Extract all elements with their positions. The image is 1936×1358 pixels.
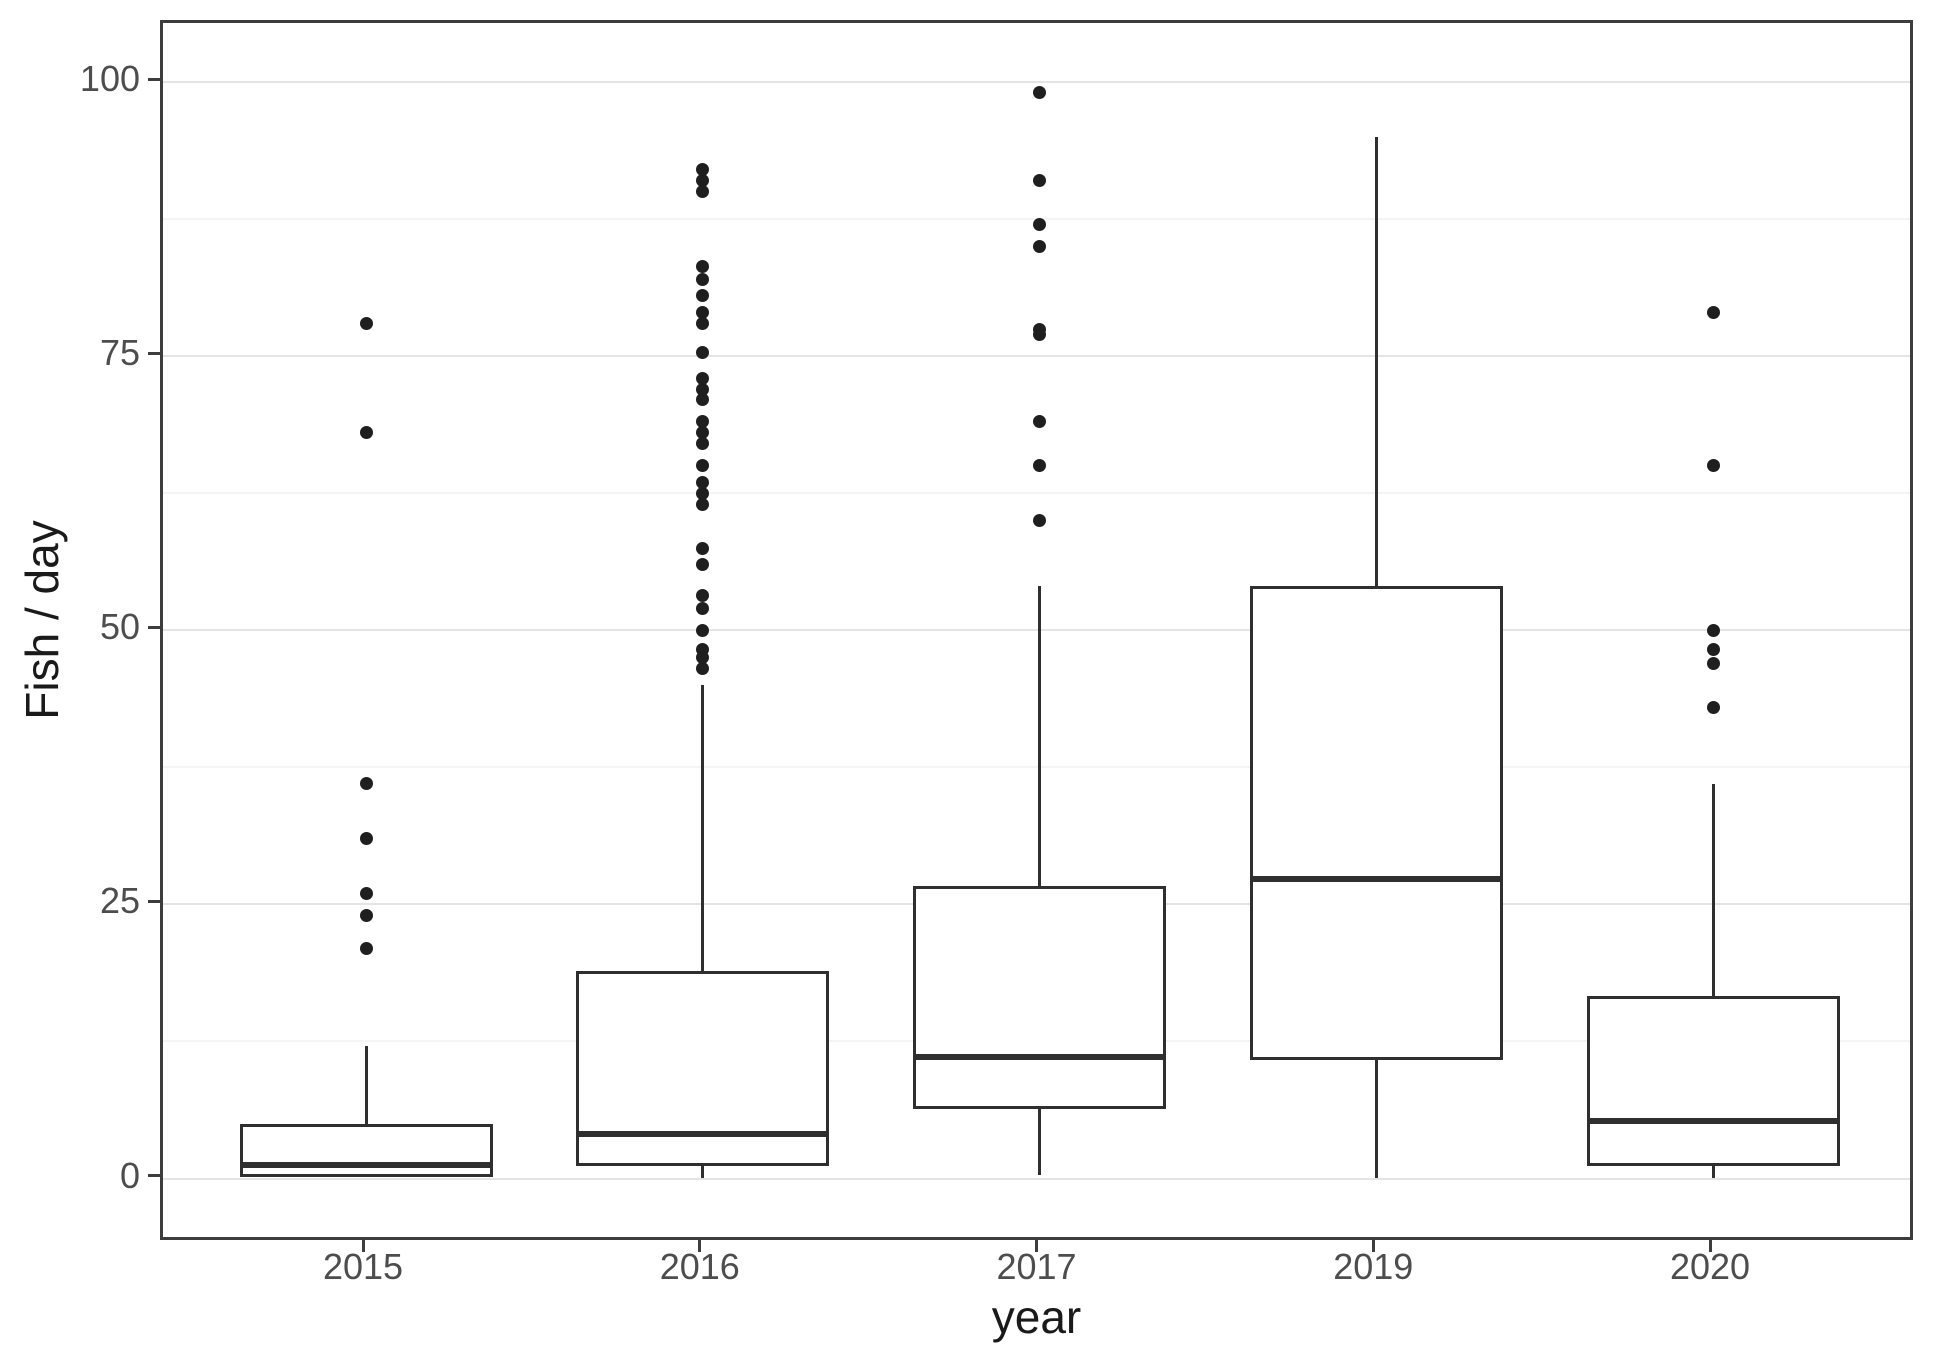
outlier-dot [696,475,710,489]
outlier-dot [359,886,373,900]
gridline-minor [163,766,1910,769]
outlier-dot [696,623,710,637]
y-tick-label: 25 [99,880,140,922]
outlier-dot [696,541,710,555]
gridline-major [163,355,1910,358]
outlier-dot [696,588,710,602]
median-line [239,1162,493,1169]
x-axis-title: year [991,1291,1082,1343]
whisker-upper [1711,783,1715,997]
outlier-dot [1033,459,1046,473]
outlier-dot [1706,305,1720,319]
outlier-dot [696,382,710,396]
x-tick-mark [698,1240,702,1252]
outlier-dot [696,185,710,199]
outlier-dot [696,497,710,511]
boxplot-box-2019 [1249,586,1503,1061]
boxplot-box-2015 [239,1123,493,1178]
outlier-dot [1033,514,1046,528]
y-tick-label: 100 [79,58,140,99]
outlier-dot [1706,623,1720,637]
outlier-dot [696,662,710,676]
outlier-dot [1033,323,1046,337]
outlier-dot [359,426,373,440]
x-tick-mark [1371,1240,1375,1252]
boxplot-box-2016 [576,971,830,1167]
gridline-major [163,81,1910,83]
outlier-dot [1706,459,1720,473]
outlier-dot [696,643,710,657]
x-tick-label: 2017 [996,1246,1077,1287]
y-tick-mark [148,1174,160,1177]
median-line [1586,1118,1840,1125]
plot-panel [160,20,1913,1240]
outlier-dot [696,459,710,473]
outlier-dot [696,305,710,319]
gridline-major [163,1177,1910,1180]
whisker-upper [1038,586,1041,886]
whisker-upper [1374,136,1378,587]
median-line [1249,876,1503,883]
median-line [913,1053,1166,1060]
whisker-upper [701,685,705,972]
gridline-minor [163,492,1910,495]
outlier-dot [1706,643,1720,657]
outlier-dot [359,941,373,955]
x-tick-mark [1708,1240,1712,1252]
outlier-dot [696,174,710,188]
boxplot-box-2020 [1586,996,1840,1167]
outlier-dot [696,371,710,385]
outlier-dot [696,259,710,273]
x-tick-mark [1035,1240,1038,1252]
x-tick-label: 2020 [1669,1246,1751,1287]
whisker-lower [1374,1060,1378,1179]
outlier-dot [696,289,710,303]
whisker-lower [701,1166,705,1179]
y-tick-mark [148,625,160,629]
outlier-dot [359,316,373,330]
y-tick-mark [148,77,160,81]
x-tick-label: 2016 [659,1246,740,1287]
outlier-dot [359,832,373,846]
outlier-dot [696,346,710,360]
outlier-dot [1033,174,1046,188]
y-tick-mark [148,351,160,355]
outlier-dot [1706,700,1720,714]
outlier-dot [696,272,710,286]
outlier-dot [1033,86,1046,100]
boxplot-box-2017 [913,885,1166,1110]
outlier-dot [696,426,710,440]
whisker-upper [364,1045,368,1124]
outlier-dot [696,601,710,615]
outlier-dot [359,908,373,922]
outlier-dot [696,486,710,500]
outlier-dot [1033,218,1046,232]
median-line [576,1130,830,1137]
outlier-dot [359,777,373,791]
outlier-dot [696,415,710,429]
x-tick-label: 2015 [322,1246,404,1287]
y-tick-label: 75 [99,332,140,374]
whisker-lower [1038,1109,1041,1176]
outlier-dot [696,163,710,177]
x-tick-mark [361,1240,365,1252]
outlier-dot [696,437,710,451]
y-tick-label: 0 [119,1154,140,1196]
y-tick-mark [148,899,160,903]
outlier-dot [696,316,710,330]
outlier-dot [696,557,710,571]
x-tick-label: 2019 [1333,1246,1414,1287]
outlier-dot [1033,239,1046,253]
outlier-dot [696,393,710,407]
outlier-dot [1706,656,1720,670]
y-tick-label: 50 [99,606,140,648]
outlier-dot [1033,415,1046,429]
whisker-lower [1711,1166,1715,1179]
gridline-major [163,629,1910,632]
